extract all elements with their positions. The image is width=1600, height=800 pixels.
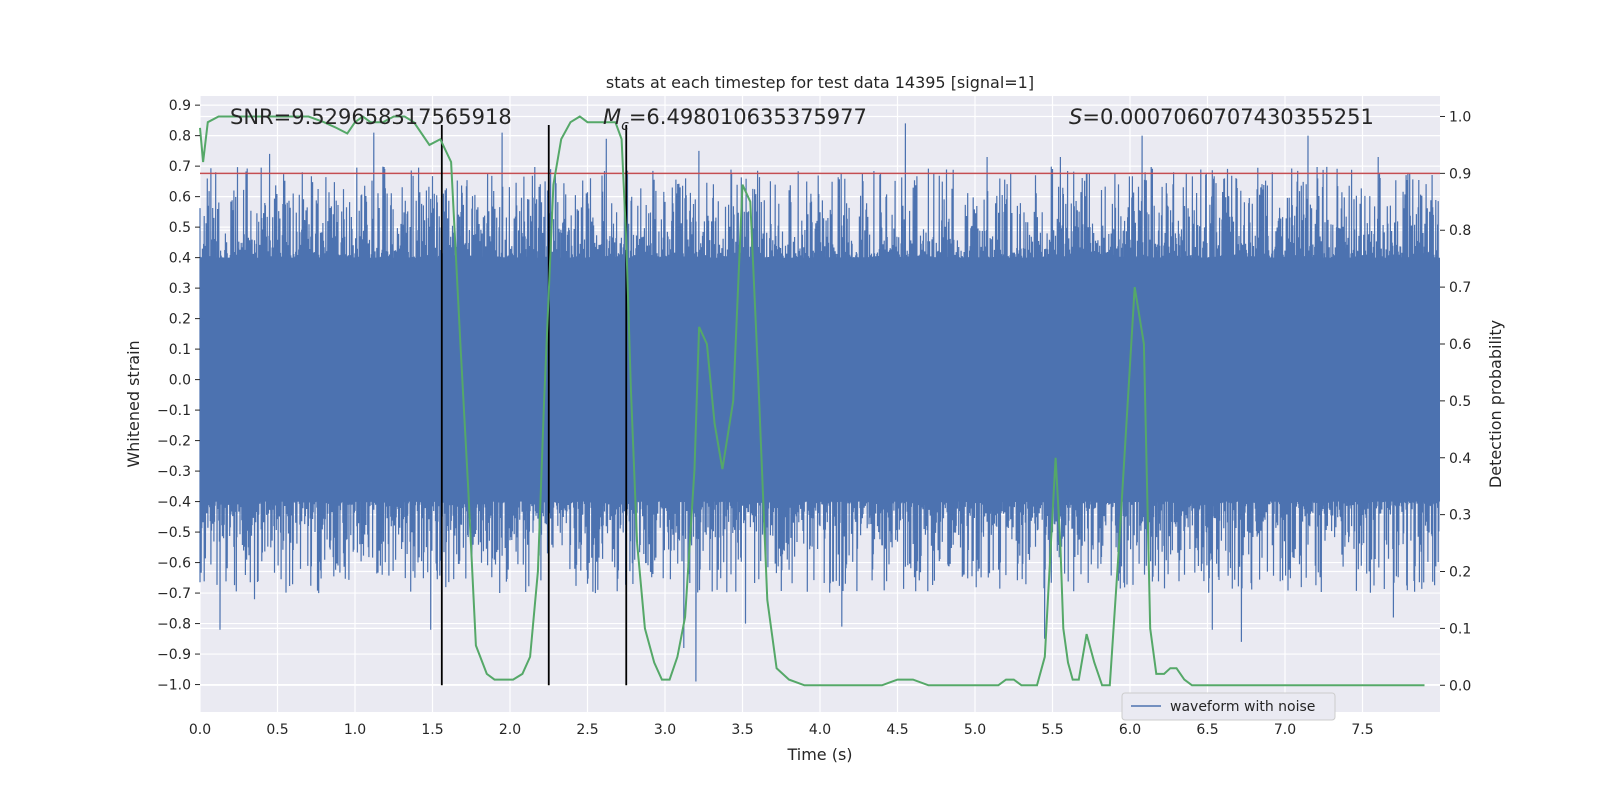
x-tick-label: 0.0 [189,722,211,738]
y-left-tick-label: 0.5 [169,220,191,236]
x-tick-label: 3.0 [654,722,676,738]
y-right-tick-label: 0.6 [1449,337,1471,353]
y-right-tick-label: 0.9 [1449,166,1471,182]
y-left-tick-label: −0.8 [157,617,191,633]
ticks: 0.0 0.5 1.0 1.5 2.0 2.5 3.0 3.5 4.0 4.5 5.0 5.5 6.0 6… [157,98,1471,738]
y-right-tick-label: 0.8 [1449,223,1471,239]
x-tick-label: 5.5 [1041,722,1063,738]
y-right-tick-label: 0.4 [1449,451,1471,467]
s-value: =0.0007060707430355251 [1082,105,1374,129]
y-left-tick-label: −0.9 [157,647,191,663]
y-left-tick-label: −0.7 [157,586,191,602]
y-right-tick-label: 0.1 [1449,621,1471,637]
x-tick-label: 4.5 [886,722,908,738]
x-tick-label: 4.0 [809,722,831,738]
y-left-tick-label: −0.5 [157,525,191,541]
x-tick-label: 6.0 [1119,722,1141,738]
legend: waveform with noise [1121,692,1336,721]
x-axis-label: Time (s) [786,745,852,764]
y-left-tick-label: 0.0 [169,373,191,389]
annotations: SNR=9.529658317565918 Mc=6.4980106353759… [230,105,1374,134]
x-tick-label: 0.5 [266,722,288,738]
y-left-tick-label: 0.3 [169,281,191,297]
probability-series [199,115,1425,687]
y-axis-label-right: Detection probability [1486,320,1505,488]
s-symbol: S [1069,105,1082,129]
y-left-tick-label: 0.7 [169,159,191,175]
x-tick-label: 6.5 [1196,722,1218,738]
y-left-tick-label: 0.1 [169,342,191,358]
x-tick-label: 3.5 [731,722,753,738]
x-tick-label: 2.0 [499,722,521,738]
y-left-tick-label: −0.2 [157,434,191,450]
y-right-tick-label: 0.0 [1449,678,1471,694]
y-right-tick-label: 0.2 [1449,565,1471,581]
y-left-tick-label: 0.4 [169,251,191,267]
waveform-series [199,123,1440,682]
y-left-tick-label: 0.8 [169,129,191,145]
chart-title: stats at each timestep for test data 143… [606,73,1034,92]
y-left-tick-label: 0.2 [169,312,191,328]
x-tick-label: 7.0 [1274,722,1296,738]
y-right-tick-label: 0.3 [1449,508,1471,524]
x-tick-label: 1.0 [344,722,366,738]
y-left-tick-label: −0.4 [157,495,191,511]
y-left-tick-label: −1.0 [157,678,191,694]
mc-value: =6.498010635375977 [629,105,867,129]
snr-annotation: SNR=9.529658317565918 [230,105,512,129]
mc-subscript: c [621,118,629,134]
y-left-tick-label: 0.9 [169,98,191,114]
s-annotation: S=0.0007060707430355251 [1069,105,1374,129]
y-left-tick-label: 0.6 [169,190,191,206]
y-axis-label-left: Whitened strain [124,340,143,467]
y-left-tick-label: −0.1 [157,403,191,419]
plot-area [199,115,1440,687]
x-tick-label: 1.5 [421,722,443,738]
mc-annotation: Mc=6.498010635375977 [603,105,867,134]
legend-box [1121,692,1336,721]
y-left-tick-label: −0.3 [157,464,191,480]
y-right-tick-label: 0.5 [1449,394,1471,410]
y-left-tick-label: −0.6 [157,556,191,572]
y-right-tick-label: 1.0 [1449,109,1471,125]
legend-entry-waveform: waveform with noise [1170,699,1315,715]
x-tick-label: 7.5 [1351,722,1373,738]
y-right-tick-label: 0.7 [1449,280,1471,296]
x-tick-label: 2.5 [576,722,598,738]
mc-symbol: M [603,105,621,129]
x-tick-label: 5.0 [964,722,986,738]
